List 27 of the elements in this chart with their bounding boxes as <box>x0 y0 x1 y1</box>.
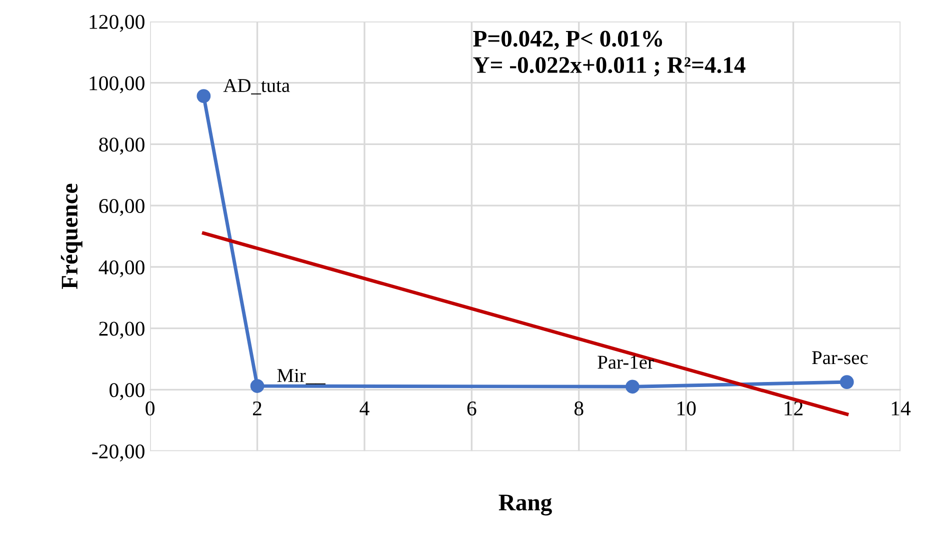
point <box>626 380 640 394</box>
x-tick-label: 0 <box>146 401 154 416</box>
point <box>250 379 264 393</box>
y-tick-label: -20,00 <box>92 444 144 462</box>
x-tick-label: 4 <box>360 402 370 416</box>
y-tick-label: 20,00 <box>99 322 144 339</box>
y-tick-label: 80,00 <box>99 138 144 155</box>
x-axis-title: Rang <box>498 494 552 516</box>
annotation: AD_tuta <box>223 79 290 94</box>
annotation: Par-1er <box>598 356 654 369</box>
x-tick-label: 10 <box>677 401 696 416</box>
y-tick-label: 60,00 <box>99 198 144 216</box>
y-axis-title: Fréquence <box>60 184 82 289</box>
annotation: Mir__ <box>277 369 326 384</box>
point <box>196 89 211 103</box>
x-tick-label: 14 <box>892 402 911 416</box>
y-tick-label: 100,00 <box>90 76 144 94</box>
y-tick-label: 40,00 <box>98 260 144 278</box>
point <box>840 375 854 389</box>
x-tick-label: 8 <box>574 401 584 416</box>
x-tick-label: 6 <box>467 401 476 416</box>
x-tick-label: 2 <box>252 401 262 416</box>
y-tick-label: 120,00 <box>90 14 144 32</box>
annotation: Par-sec <box>812 351 868 364</box>
annotation: P=0.042, P< 0.01% Y= -0.022x+0.011 ; R²=4.14 <box>473 30 746 76</box>
x-tick-label: 12 <box>784 401 803 416</box>
y-tick-label: 0,00 <box>110 383 144 400</box>
